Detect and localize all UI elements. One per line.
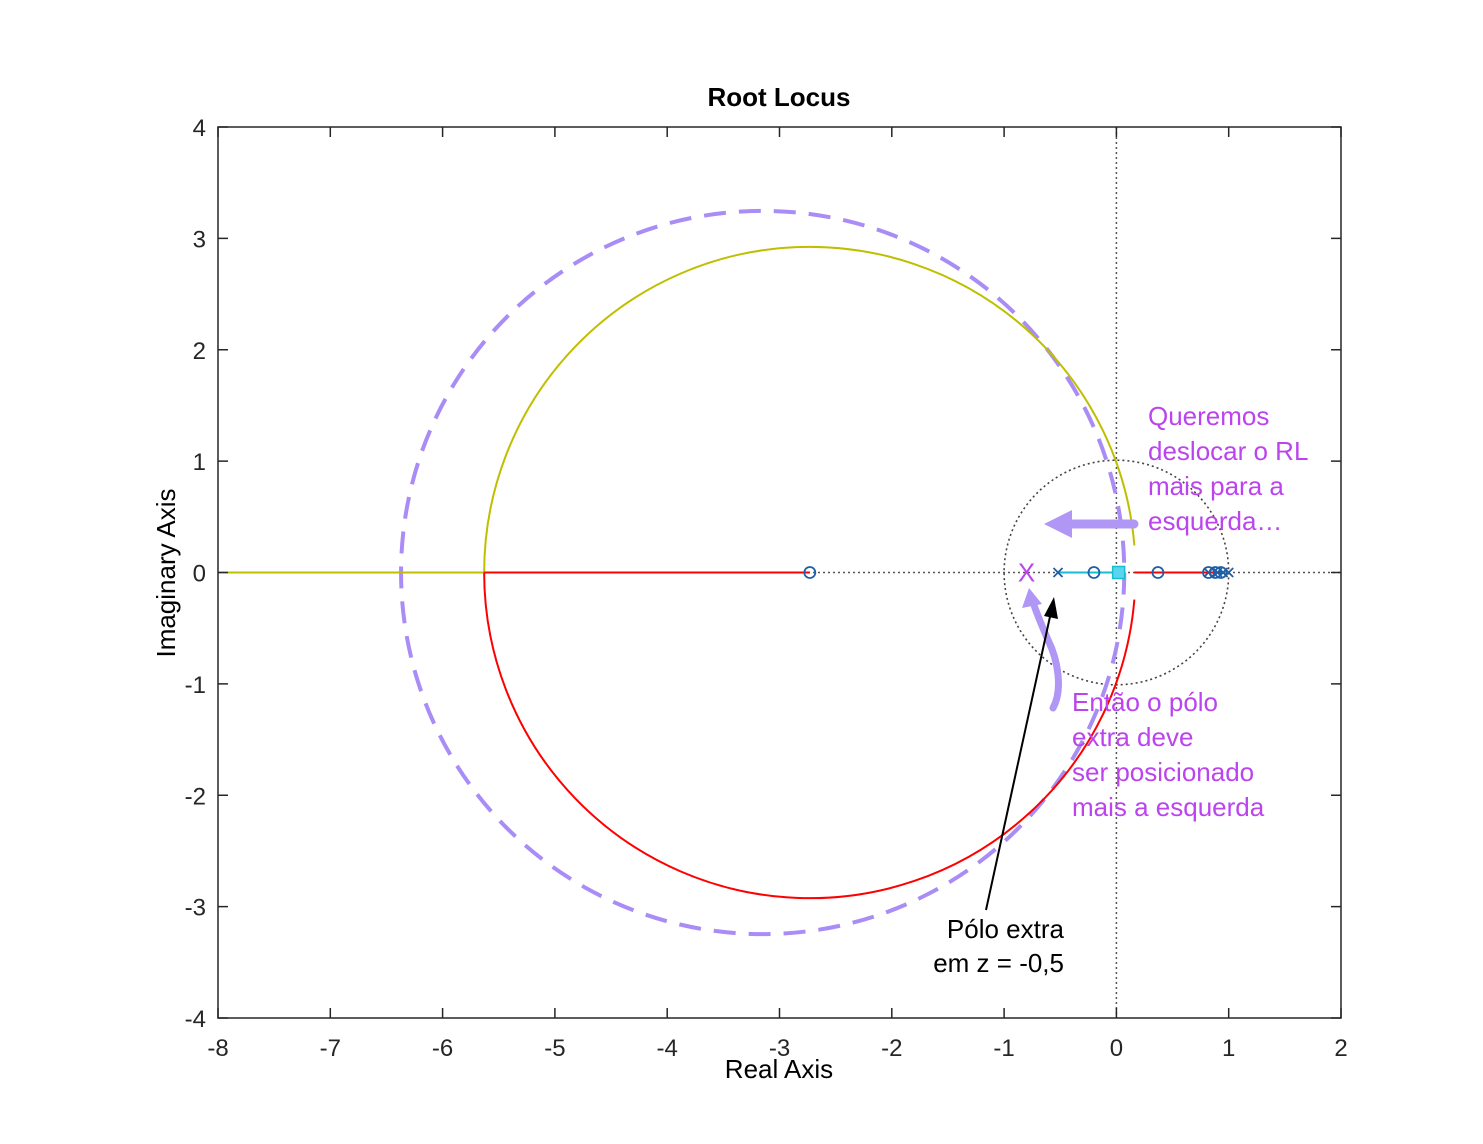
- x-tick-label: -1: [993, 1035, 1014, 1062]
- y-tick-label: -2: [185, 783, 206, 810]
- annotation-shift-rl-line: deslocar o RL: [1148, 436, 1308, 466]
- annotation-extra-pole-position-line: ser posicionado: [1072, 757, 1254, 787]
- y-tick-label: 3: [193, 226, 206, 253]
- pole-marker: [1223, 567, 1234, 578]
- zero-marker: [1202, 566, 1215, 579]
- annotation-extra-pole-value-line: Pólo extra: [947, 914, 1065, 944]
- zero-marker: [1087, 566, 1101, 579]
- x-tick-label: 2: [1334, 1035, 1347, 1062]
- x-tick-label: -6: [432, 1035, 453, 1062]
- zero-marker: [803, 566, 817, 579]
- annotation-extra-pole-value: Pólo extra em z = -0,5: [933, 914, 1064, 978]
- curved-up-arrow-head: [1022, 588, 1042, 608]
- y-tick-label: 2: [193, 338, 206, 365]
- annotation-shift-rl-line: Queremos: [1148, 401, 1269, 431]
- y-tick-label: -1: [185, 672, 206, 699]
- x-tick-label: -8: [207, 1035, 228, 1062]
- y-axis-label: Imaginary Axis: [151, 488, 181, 657]
- x-tick-label: -3: [769, 1035, 790, 1062]
- zero-marker: [1151, 566, 1165, 579]
- locus-start-square: [1111, 565, 1126, 580]
- extra-pole-arrow-head: [1044, 597, 1058, 619]
- x-tick-label: -5: [544, 1035, 565, 1062]
- annotation-shift-rl-line: esquerda…: [1148, 506, 1282, 536]
- shift-left-arrow-head: [1044, 510, 1072, 538]
- annotation-extra-pole-value-line: em z = -0,5: [933, 948, 1064, 978]
- x-axis-label: Real Axis: [725, 1054, 833, 1084]
- y-tick-label: -3: [185, 895, 206, 922]
- y-tick-label: 4: [193, 115, 206, 142]
- locus-branch-red-arc: [483, 572, 1136, 900]
- y-tick-label: -4: [185, 1006, 206, 1033]
- pole-marker: [1052, 567, 1064, 578]
- curved-up-arrow-shaft: [1029, 598, 1062, 712]
- annotation-extra-pole-position-line: mais a esquerda: [1072, 792, 1265, 822]
- annotation-extra-pole-position-line: Então o pólo: [1072, 687, 1218, 717]
- x-tick-label: 1: [1222, 1035, 1235, 1062]
- locus-branch-yellow-arc: [483, 245, 1136, 573]
- extra-pole-arrow-shaft: [985, 611, 1052, 911]
- annotation-extra-pole-position-line: extra deve: [1072, 722, 1193, 752]
- zero-marker: [1214, 566, 1228, 579]
- x-tick-label: -4: [657, 1035, 678, 1062]
- chart-title: Root Locus: [708, 82, 851, 112]
- y-tick-label: 0: [193, 561, 206, 588]
- x-tick-label: -2: [881, 1035, 902, 1062]
- pole-marker: [1203, 567, 1214, 578]
- y-tick-label: 1: [193, 449, 206, 476]
- annotation-shift-rl-line: mais para a: [1148, 471, 1284, 501]
- annotation-shift-rl: Queremos deslocar o RL mais para a esquerda…: [1148, 401, 1308, 536]
- x-tick-label: -7: [320, 1035, 341, 1062]
- extra-pole-x-marker: X: [1018, 558, 1035, 588]
- annotation-extra-pole-position: Então o pólo extra deve ser posicionado mai…: [1072, 687, 1265, 822]
- x-tick-label: 0: [1110, 1035, 1123, 1062]
